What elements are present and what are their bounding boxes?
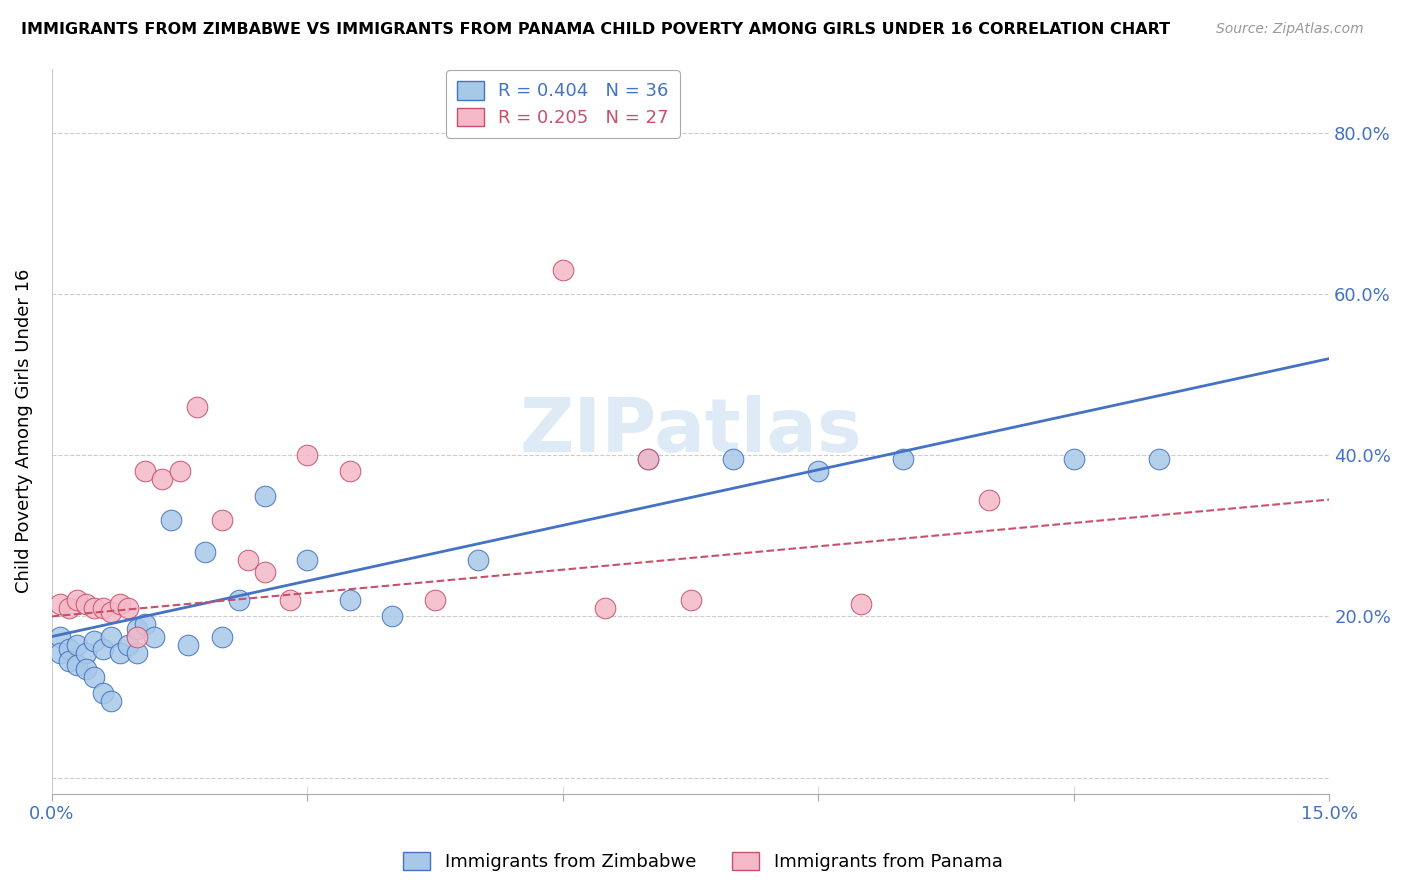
- Point: [339, 593, 361, 607]
- Point: [423, 593, 446, 607]
- Point: [297, 553, 319, 567]
- Point: [1147, 452, 1170, 467]
- Point: [66, 593, 89, 607]
- Point: [134, 617, 156, 632]
- Point: [100, 694, 122, 708]
- Point: [58, 641, 80, 656]
- Point: [637, 452, 659, 467]
- Point: [278, 593, 301, 607]
- Point: [91, 601, 114, 615]
- Point: [194, 545, 217, 559]
- Point: [83, 633, 105, 648]
- Point: [253, 565, 276, 579]
- Point: [177, 638, 200, 652]
- Point: [893, 452, 915, 467]
- Point: [58, 601, 80, 615]
- Legend: Immigrants from Zimbabwe, Immigrants from Panama: Immigrants from Zimbabwe, Immigrants fro…: [396, 845, 1010, 879]
- Point: [160, 513, 183, 527]
- Point: [186, 400, 208, 414]
- Text: ZIPatlas: ZIPatlas: [519, 394, 862, 467]
- Point: [108, 597, 131, 611]
- Point: [977, 492, 1000, 507]
- Point: [211, 513, 233, 527]
- Point: [100, 630, 122, 644]
- Point: [100, 606, 122, 620]
- Text: Source: ZipAtlas.com: Source: ZipAtlas.com: [1216, 22, 1364, 37]
- Point: [91, 686, 114, 700]
- Point: [58, 654, 80, 668]
- Point: [152, 472, 174, 486]
- Point: [125, 630, 148, 644]
- Point: [49, 597, 72, 611]
- Point: [75, 662, 97, 676]
- Point: [117, 601, 139, 615]
- Point: [211, 630, 233, 644]
- Point: [75, 597, 97, 611]
- Point: [228, 593, 250, 607]
- Point: [849, 597, 872, 611]
- Point: [117, 638, 139, 652]
- Point: [83, 601, 105, 615]
- Point: [381, 609, 404, 624]
- Point: [66, 657, 89, 672]
- Point: [108, 646, 131, 660]
- Point: [134, 464, 156, 478]
- Point: [83, 670, 105, 684]
- Point: [142, 630, 165, 644]
- Point: [125, 646, 148, 660]
- Legend: R = 0.404   N = 36, R = 0.205   N = 27: R = 0.404 N = 36, R = 0.205 N = 27: [446, 70, 679, 138]
- Point: [551, 263, 574, 277]
- Point: [66, 638, 89, 652]
- Point: [637, 452, 659, 467]
- Point: [467, 553, 489, 567]
- Point: [339, 464, 361, 478]
- Point: [169, 464, 191, 478]
- Point: [236, 553, 259, 567]
- Point: [297, 448, 319, 462]
- Point: [1063, 452, 1085, 467]
- Point: [75, 646, 97, 660]
- Text: IMMIGRANTS FROM ZIMBABWE VS IMMIGRANTS FROM PANAMA CHILD POVERTY AMONG GIRLS UND: IMMIGRANTS FROM ZIMBABWE VS IMMIGRANTS F…: [21, 22, 1170, 37]
- Point: [125, 622, 148, 636]
- Point: [807, 464, 830, 478]
- Point: [595, 601, 617, 615]
- Y-axis label: Child Poverty Among Girls Under 16: Child Poverty Among Girls Under 16: [15, 268, 32, 593]
- Point: [679, 593, 702, 607]
- Point: [91, 641, 114, 656]
- Point: [49, 630, 72, 644]
- Point: [253, 489, 276, 503]
- Point: [721, 452, 744, 467]
- Point: [49, 646, 72, 660]
